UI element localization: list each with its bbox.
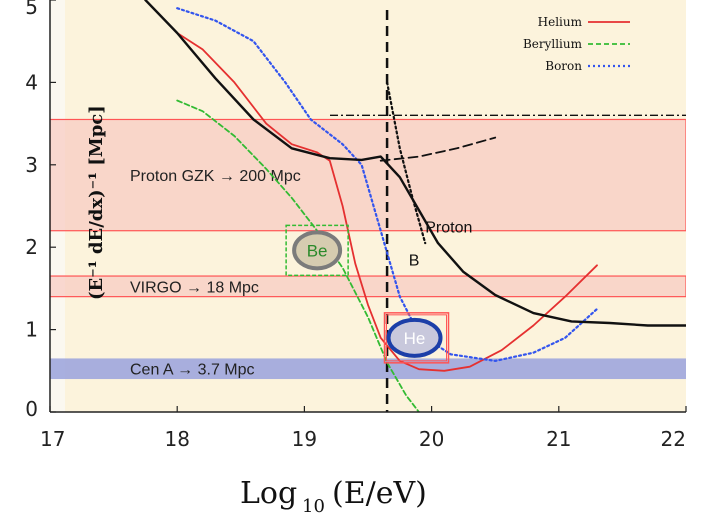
legend-label-boron: Boron bbox=[545, 59, 582, 73]
band-0 bbox=[50, 118, 686, 232]
band-2 bbox=[50, 358, 686, 380]
series-line-boron bbox=[176, 7, 599, 362]
y-tick-label-0: 0 bbox=[25, 397, 38, 421]
x-axis-label-main: Log bbox=[240, 476, 297, 511]
x-axis-label-sub: 10 bbox=[302, 496, 325, 517]
series-line-proton-dashed bbox=[379, 136, 497, 162]
y-tick-label-5: 5 bbox=[25, 0, 38, 19]
y-tick-label-3: 3 bbox=[25, 153, 38, 177]
annotation-b: B bbox=[409, 253, 420, 270]
legend-label-helium: Helium bbox=[538, 15, 583, 29]
x-tick-label-22: 22 bbox=[661, 427, 686, 451]
marker-box-be bbox=[285, 224, 349, 277]
x-axis-label-tail: (E/eV) bbox=[332, 476, 427, 511]
band-label-2: Cen A → 3.7 Mpc bbox=[130, 362, 255, 379]
x-tick-label-21: 21 bbox=[546, 427, 571, 451]
series-line-proton-dotted bbox=[386, 81, 427, 245]
marker-label-he: He bbox=[404, 329, 426, 348]
x-tick-label-18: 18 bbox=[164, 427, 189, 451]
legend-label-beryllium: Beryllium bbox=[523, 37, 583, 51]
y-tick-label-2: 2 bbox=[25, 235, 38, 259]
marker-label-be: Be bbox=[307, 241, 328, 260]
x-tick-label-17: 17 bbox=[40, 427, 65, 451]
series-line-helium bbox=[176, 32, 598, 372]
band-1 bbox=[50, 275, 686, 298]
marker-box-he bbox=[383, 312, 450, 364]
y-tick-label-4: 4 bbox=[25, 70, 38, 94]
x-tick-label-19: 19 bbox=[292, 427, 317, 451]
series-line-proton bbox=[144, 0, 686, 327]
y-tick-label-1: 1 bbox=[25, 318, 38, 342]
x-tick-label-20: 20 bbox=[419, 427, 444, 451]
marker-ellipse-he bbox=[386, 317, 443, 358]
band-label-1: VIRGO → 18 Mpc bbox=[130, 279, 259, 296]
band-label-0: Proton GZK → 200 Mpc bbox=[130, 168, 301, 185]
marker-ellipse-be bbox=[292, 230, 343, 271]
annotation-proton: Proton bbox=[425, 220, 472, 237]
x-axis-label: Log 10 (E/eV) bbox=[240, 476, 427, 517]
y-axis-label: (E⁻¹ dE/dx)⁻¹ [Mpc] bbox=[86, 105, 107, 300]
